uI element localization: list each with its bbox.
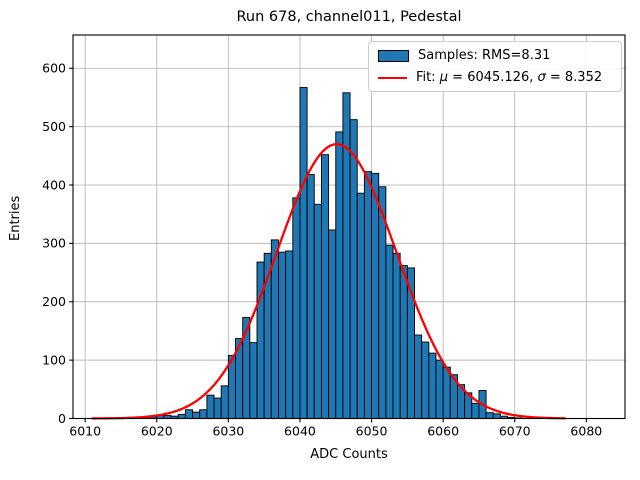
histogram-bar: [421, 341, 430, 419]
histogram-bar: [292, 197, 301, 419]
histogram-bar: [306, 174, 315, 419]
histogram-bar: [299, 87, 308, 419]
histogram-bar: [471, 402, 480, 419]
histogram-bar: [492, 413, 501, 419]
legend-item-fit: Fit: μ = 6045.126, σ = 8.352: [378, 70, 611, 85]
histogram-bar: [335, 131, 344, 419]
legend-item-samples: Samples: RMS=8.31: [378, 48, 611, 63]
chart-title: Run 678, channel011, Pedestal: [236, 9, 462, 25]
histogram-bar: [428, 352, 437, 419]
histogram-bar: [192, 411, 201, 419]
histogram-bar: [435, 359, 444, 419]
histogram-swatch: [378, 49, 409, 62]
histogram-bar: [213, 397, 222, 419]
x-tick-label: 6040: [284, 424, 316, 439]
histogram-bar: [371, 172, 380, 419]
histogram-bar: [342, 92, 351, 419]
y-tick-label: 600: [42, 61, 66, 76]
x-tick-label: 6070: [499, 424, 531, 439]
histogram-bar: [320, 154, 330, 419]
histogram-bar: [356, 192, 365, 419]
y-tick-label: 200: [42, 294, 66, 309]
y-tick-label: 0: [58, 411, 66, 426]
y-tick-label: 500: [42, 119, 66, 134]
histogram-bar: [414, 334, 423, 419]
fit-line-swatch: [378, 76, 407, 79]
x-tick-label: 6060: [427, 424, 459, 439]
histogram-bar: [278, 251, 287, 419]
histogram-bar: [349, 119, 358, 419]
histogram-bar: [363, 171, 373, 419]
x-tick-label: 6080: [570, 424, 602, 439]
histogram-bar: [485, 412, 494, 419]
x-axis-label: ADC Counts: [310, 447, 388, 462]
y-axis-label: Entries: [8, 196, 23, 241]
histogram-bar: [206, 394, 215, 419]
histogram-bar: [249, 342, 258, 419]
histogram-bar: [256, 261, 265, 419]
histogram-bar: [285, 250, 294, 419]
legend-fit-label: Fit: μ = 6045.126, σ = 8.352: [416, 70, 603, 85]
histogram-bar: [328, 229, 337, 419]
y-tick-label: 400: [42, 177, 66, 192]
x-tick-label: 6020: [141, 424, 173, 439]
mu-symbol: μ: [439, 70, 449, 85]
y-tick-label: 300: [42, 236, 66, 251]
histogram-bar: [220, 385, 229, 419]
fit-curve: [91, 143, 567, 420]
histogram-bar: [199, 409, 208, 419]
histogram-bar: [385, 244, 394, 419]
x-tick-label: 6010: [69, 424, 101, 439]
histogram-bar: [184, 409, 194, 419]
histogram-bar: [313, 203, 322, 419]
sigma-symbol: σ: [537, 70, 546, 85]
x-tick-label: 6050: [356, 424, 388, 439]
histogram-bar: [177, 413, 186, 419]
histogram-bar: [399, 265, 408, 419]
legend-box: Samples: RMS=8.31 Fit: μ = 6045.126, σ =…: [368, 41, 622, 92]
histogram-bar: [392, 252, 401, 419]
axes-spines: [72, 34, 626, 420]
histogram-bar: [442, 366, 451, 419]
y-tick-label: 100: [42, 352, 66, 367]
x-tick-label: 6030: [212, 424, 244, 439]
legend-samples-label: Samples: RMS=8.31: [418, 48, 551, 63]
